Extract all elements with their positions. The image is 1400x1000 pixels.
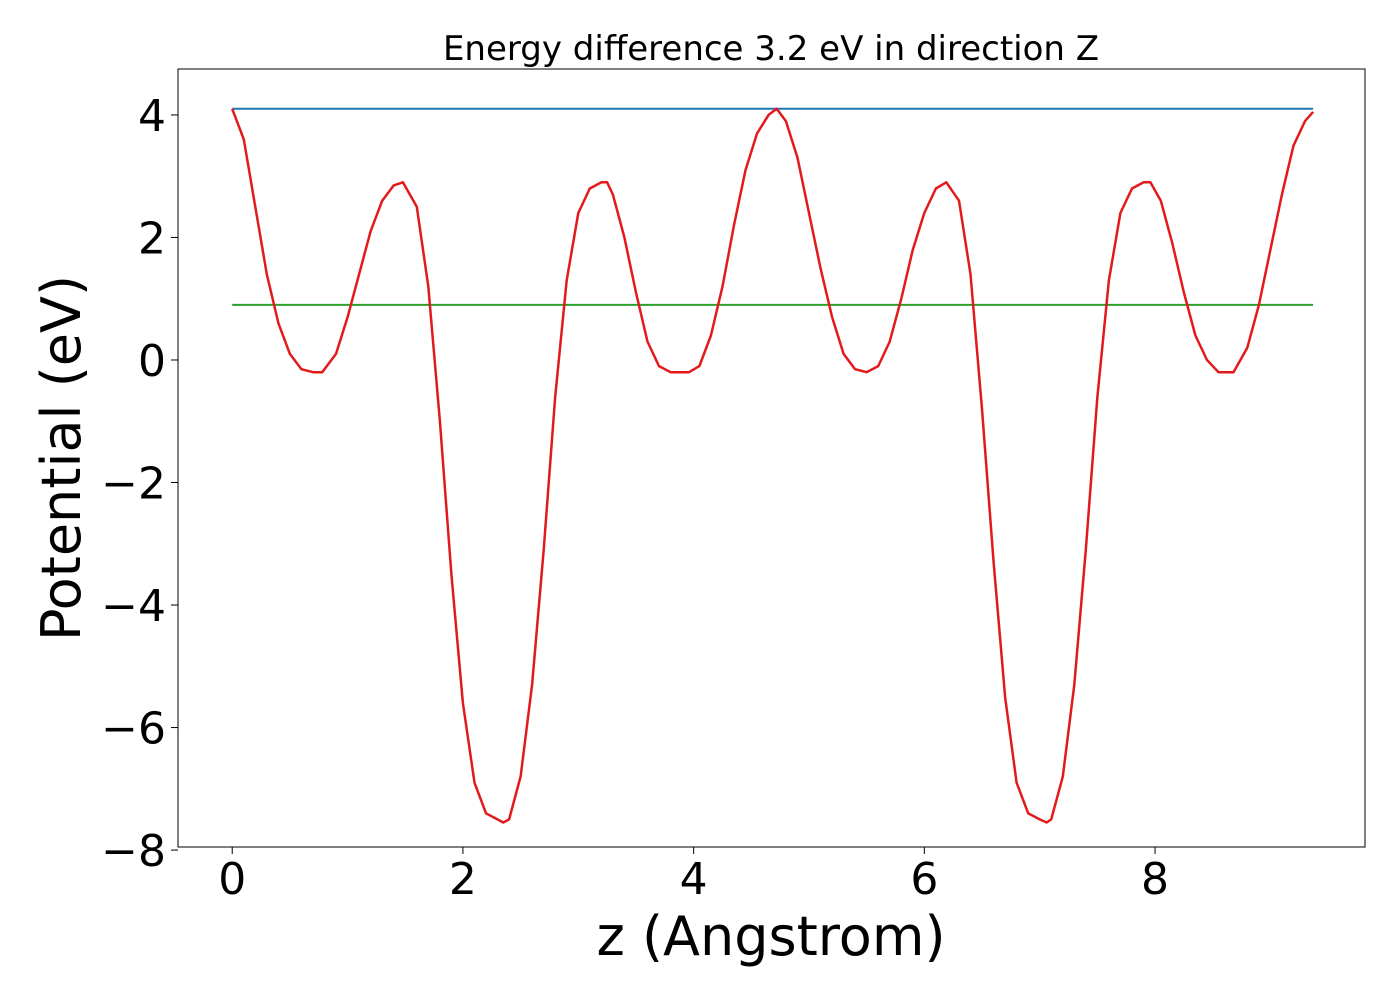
y-tick-label: −4: [101, 581, 166, 632]
x-tick-label: 6: [910, 854, 938, 905]
x-tick-label: 0: [218, 854, 246, 905]
y-axis-ticks: −8 −6 −4 −2 0 2 4: [101, 91, 178, 877]
y-tick-label: −8: [101, 826, 166, 877]
plot-frame: [177, 68, 1366, 848]
x-tick-label: 8: [1141, 854, 1169, 905]
x-axis-label: z (Angstrom): [596, 905, 945, 968]
y-tick-label: 0: [138, 336, 166, 387]
y-tick-label: −6: [101, 704, 166, 755]
y-tick-label: 2: [138, 213, 166, 264]
y-axis-label: Potential (eV): [30, 275, 93, 641]
y-tick-label: 4: [138, 91, 166, 142]
potential-curve: [231, 107, 1315, 824]
x-axis-ticks: 0 2 4 6 8: [218, 847, 1169, 905]
chart-title: Energy difference 3.2 eV in direction Z: [443, 29, 1099, 69]
x-tick-label: 2: [449, 854, 477, 905]
x-tick-label: 4: [680, 854, 708, 905]
y-tick-label: −2: [101, 459, 166, 510]
series-layer: [231, 107, 1315, 824]
